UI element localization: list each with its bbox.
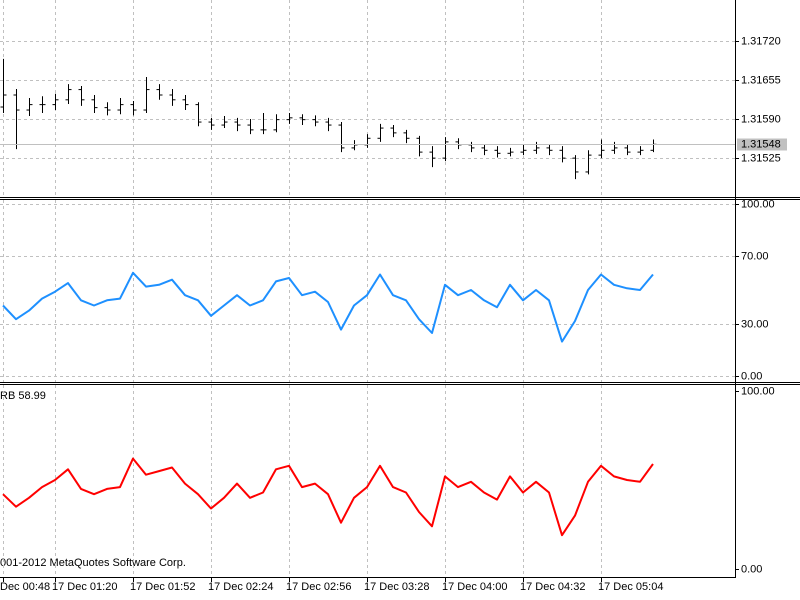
indicator-line xyxy=(2,457,654,537)
candle xyxy=(403,129,410,144)
x-tick-label: 17 Dec 03:28 xyxy=(364,581,429,593)
y-tick-label: 100.00 xyxy=(741,198,775,210)
candle xyxy=(208,117,215,130)
candle xyxy=(299,114,306,126)
candle xyxy=(494,146,501,158)
candle xyxy=(325,117,332,132)
candle xyxy=(234,117,241,132)
candle xyxy=(260,113,267,135)
y-tick-label: 1.31720 xyxy=(741,35,781,47)
last-price-label: 1.31548 xyxy=(741,138,781,150)
candle xyxy=(0,58,7,114)
x-tick-label: 17 Dec 01:52 xyxy=(130,581,195,593)
y-tick-label: 70.00 xyxy=(741,250,769,262)
y-tick-label: 30.00 xyxy=(741,318,769,330)
candle xyxy=(624,144,631,156)
x-tick-label: 17 Dec 02:24 xyxy=(208,581,273,593)
candle xyxy=(598,139,605,159)
candle xyxy=(416,135,423,157)
candle xyxy=(429,146,436,168)
last-price-box xyxy=(737,138,787,151)
candle xyxy=(481,144,488,156)
indicator-line xyxy=(2,271,654,343)
candle xyxy=(13,88,20,150)
candle xyxy=(286,113,293,124)
y-tick-label: 0.00 xyxy=(741,563,762,575)
candle xyxy=(247,119,254,135)
candle xyxy=(39,96,46,114)
y-tick-label: 1.31655 xyxy=(741,74,781,86)
candle xyxy=(156,84,163,100)
candle xyxy=(104,102,111,116)
candle xyxy=(78,85,85,106)
candle xyxy=(338,122,345,153)
candle xyxy=(442,137,449,162)
y-tick-label: 100.00 xyxy=(741,385,775,397)
y-tick-label: 1.31525 xyxy=(741,152,781,164)
y-tick-label: 1.31590 xyxy=(741,113,781,125)
candle xyxy=(221,116,228,129)
candle xyxy=(273,114,280,133)
x-tick-label: 17 Dec 01:20 xyxy=(52,581,117,593)
candle xyxy=(195,102,202,127)
candle xyxy=(26,98,33,117)
candle xyxy=(533,141,540,154)
candle xyxy=(572,155,579,180)
candle xyxy=(611,141,618,154)
candle xyxy=(546,144,553,156)
candle xyxy=(91,94,98,114)
candle xyxy=(169,88,176,106)
candle xyxy=(520,144,527,156)
x-tick-label: 17 Dec 02:56 xyxy=(286,581,351,593)
indicator-label: RB 58.99 xyxy=(0,390,46,402)
candle xyxy=(585,150,592,175)
x-tick-label: 17 Dec 04:32 xyxy=(520,581,585,593)
candle xyxy=(312,115,319,127)
candle xyxy=(117,98,124,115)
candle xyxy=(390,125,397,138)
candle xyxy=(52,93,59,111)
candle xyxy=(507,147,514,157)
candle xyxy=(377,123,384,142)
x-tick-label: 17 Dec 05:04 xyxy=(598,581,663,593)
x-tick-label: 17 Dec 04:00 xyxy=(442,581,507,593)
y-tick-label: 0.00 xyxy=(741,370,762,382)
candle xyxy=(143,76,150,114)
candle xyxy=(559,146,566,163)
copyright: 001-2012 MetaQuotes Software Corp. xyxy=(0,557,186,569)
candle xyxy=(637,146,644,156)
x-tick-label: Dec 00:48 xyxy=(0,581,50,593)
candle xyxy=(130,101,137,116)
candle xyxy=(182,94,189,111)
candle xyxy=(65,84,72,105)
